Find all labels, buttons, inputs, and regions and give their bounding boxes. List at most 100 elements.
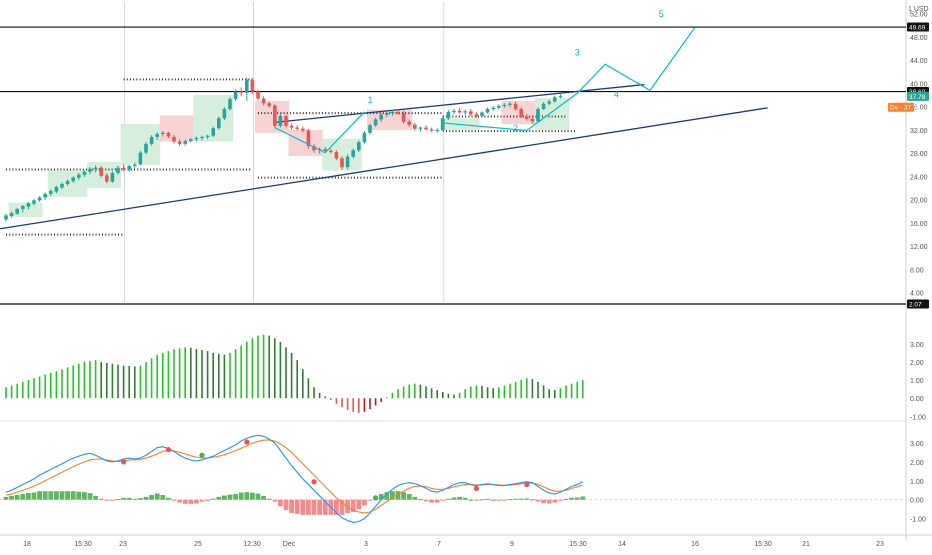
macd-histogram-bar	[199, 499, 205, 502]
macd-histogram-bar	[166, 497, 171, 500]
candle-body-up	[351, 150, 355, 157]
macd-tick-label: 1.00	[910, 479, 924, 486]
price-tick-label: 48.00	[910, 35, 928, 42]
candle-body-down	[256, 91, 260, 99]
macd-histogram-bar	[434, 499, 440, 503]
macd-histogram-bar	[580, 496, 586, 500]
candle-body-down	[457, 110, 462, 113]
macd-histogram-bar	[502, 499, 507, 501]
price-tick-label: 24.00	[910, 174, 928, 181]
candle-body-up	[502, 104, 507, 107]
macd-histogram-bar	[558, 499, 563, 501]
macd-histogram-bar	[563, 498, 569, 500]
candle-body-down	[172, 136, 176, 142]
candle-body-down	[525, 116, 529, 119]
oscillator-tick-label: 3.00	[910, 342, 924, 349]
candle-body-up	[26, 203, 31, 207]
macd-histogram-bar	[294, 499, 300, 514]
time-tick-label: 23	[119, 541, 127, 548]
supply-zone	[367, 109, 413, 130]
zones	[8, 95, 569, 218]
macd-histogram-bar	[345, 499, 350, 513]
candle-body-up	[368, 125, 372, 133]
time-tick-label: 18	[23, 541, 31, 548]
macd-histogram-bar	[311, 499, 317, 515]
price-tick-label: 32.00	[910, 128, 928, 135]
candle-body-up	[71, 177, 75, 182]
candle-body-down	[261, 98, 266, 104]
cross-marker	[199, 452, 205, 458]
oscillator-tick-label: 0.00	[910, 396, 924, 403]
price-tick-label: 52.00	[910, 12, 928, 19]
macd-histogram-bar	[535, 499, 541, 502]
macd-histogram-bar	[440, 499, 446, 501]
candle-body-down	[121, 167, 126, 170]
candle-body-down	[177, 141, 182, 144]
candle-body-up	[37, 197, 42, 201]
macd-histogram-bar	[350, 499, 356, 513]
macd-histogram-bar	[390, 491, 395, 500]
candle-body-down	[424, 127, 428, 130]
macd-histogram-bar	[160, 494, 166, 500]
price-tick-label: 20.00	[910, 198, 928, 205]
candle-body-up	[211, 128, 215, 136]
wave-label: 4	[614, 89, 619, 99]
candle-body-down	[284, 115, 288, 126]
macd-histogram-bar	[423, 499, 429, 502]
candle-body-down	[99, 167, 103, 176]
macd-histogram-bar	[233, 494, 238, 500]
candle-body-up	[138, 152, 143, 165]
candle-body-up	[43, 193, 47, 198]
price-tick-label: 16.00	[910, 221, 928, 228]
candle-body-up	[452, 110, 456, 112]
macd-histogram-bar	[406, 494, 412, 500]
macd-histogram-bar	[98, 498, 104, 500]
candle-body-up	[200, 136, 204, 139]
candle-body-down	[401, 113, 406, 122]
macd-histogram-bar	[132, 498, 138, 500]
candle-body-down	[323, 149, 327, 151]
candle-body-down	[295, 127, 299, 129]
macd-histogram-bar	[37, 491, 42, 500]
candle-body-down	[469, 111, 473, 115]
price-tick-label: 28.00	[910, 151, 928, 158]
candle-body-up	[418, 127, 423, 129]
candle-body-up	[245, 79, 249, 93]
candle-body-down	[474, 114, 479, 116]
macd-histogram-bar	[306, 499, 311, 515]
macd-histogram-bar	[283, 499, 289, 511]
candle-body-up	[278, 115, 283, 126]
macd-histogram-bar	[569, 497, 574, 500]
macd-histogram-bar	[42, 491, 48, 500]
macd-histogram-bar	[205, 499, 210, 501]
macd-histogram-bar	[261, 495, 266, 500]
macd-histogram-bar	[362, 499, 367, 506]
upper-trendline	[274, 83, 645, 124]
candle-body-up	[222, 108, 227, 119]
macd-histogram-bar	[418, 499, 423, 501]
macd-histogram-bar	[474, 499, 479, 501]
macd-tick-label: 3.00	[910, 441, 924, 448]
macd-histogram-bar	[378, 494, 384, 500]
price-series	[4, 77, 563, 222]
candle-body-down	[413, 124, 417, 129]
candle-body-up	[15, 209, 19, 214]
cross-marker	[473, 485, 479, 491]
macd-histogram-bar	[272, 499, 278, 502]
macd-histogram-bar	[31, 492, 37, 500]
macd-histogram-bar	[87, 493, 93, 500]
macd-histogram-bar	[401, 492, 406, 500]
candle-body-up	[127, 165, 131, 170]
candle-body-down	[519, 108, 523, 117]
supply-zone	[159, 115, 194, 142]
candle-body-down	[312, 146, 316, 151]
candle-body-up	[133, 164, 137, 166]
elliott-wave-history	[274, 111, 365, 154]
candle-body-up	[194, 138, 199, 140]
macd-histogram-bar	[518, 498, 524, 500]
macd-tick-label: 0.00	[910, 498, 924, 505]
candle-body-up	[463, 111, 467, 113]
candle-body-down	[306, 130, 311, 147]
